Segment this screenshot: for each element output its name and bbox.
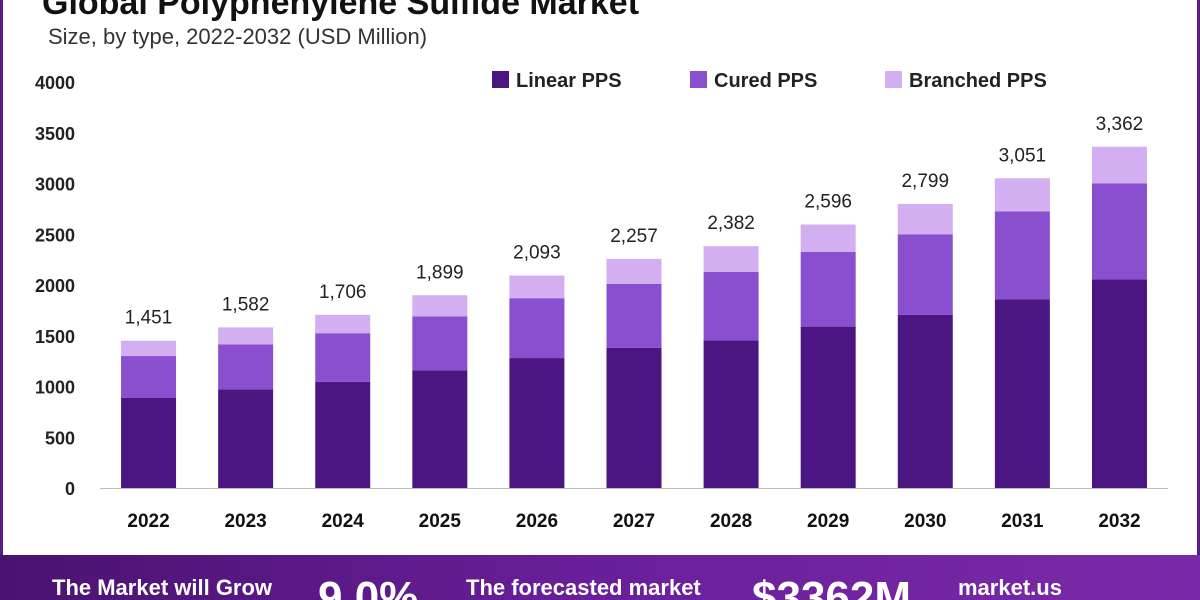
y-tick-label: 2000 [35,276,75,296]
x-tick-label: 2023 [224,511,266,532]
legend-swatch [690,71,707,88]
bar-linear-pps [897,314,953,488]
x-tick-label: 2027 [613,511,655,532]
bar-total-label: 1,706 [319,282,367,303]
stacked-bar-chart: 0 500 1000 1500 2000 2500 3000 3500 4000 1,451 202… [35,70,1168,532]
bar-linear-pps [509,358,565,488]
bar-linear-pps [412,370,468,488]
bar-linear-pps [703,340,759,488]
y-tick-label: 4000 [35,73,75,93]
bar-branched-pps [703,246,759,272]
bar-total-label: 2,799 [901,171,949,192]
bar-total-label: 2,382 [707,213,755,234]
bar-total-label: 2,257 [610,226,658,247]
bar-linear-pps [800,326,856,488]
legend-label: Linear PPS [516,70,622,92]
footer-cagr: 9.0% [318,573,419,600]
bar-branched-pps [121,340,177,357]
legend-swatch [885,71,902,88]
chart-subtitle: Size, by type, 2022-2032 (USD Million) [48,24,428,49]
bar-cured-pps [897,234,953,315]
x-tick-label: 2022 [127,511,169,532]
footer-market-value: $3362M [752,573,912,600]
x-tick-label: 2029 [807,511,849,532]
bar-branched-pps [606,258,662,284]
bar-linear-pps [606,347,662,488]
x-tick-label: 2032 [1098,511,1140,532]
bar-linear-pps [315,381,371,488]
y-tick-label: 2500 [35,225,75,245]
bar-total-label: 1,899 [416,262,464,283]
bar-total-label: 2,596 [804,192,852,213]
bar-branched-pps [509,275,565,299]
bar-cured-pps [509,298,565,359]
x-tick-label: 2026 [516,511,558,532]
chart-title: Global Polyphenylene Sulfide Market [42,0,640,22]
bar-cured-pps [315,333,371,382]
bar-branched-pps [800,224,856,253]
x-tick-label: 2024 [322,511,365,532]
y-tick-label: 3500 [35,124,75,144]
bar-cured-pps [800,252,856,327]
bar-total-label: 3,362 [1096,114,1144,135]
bar-branched-pps [1091,146,1147,184]
bar-total-label: 1,582 [222,294,270,315]
bar-branched-pps [412,295,468,317]
x-tick-label: 2031 [1001,511,1044,532]
y-tick-label: 1000 [35,378,75,398]
legend-label: Branched PPS [909,70,1047,92]
bar-total-label: 1,451 [125,308,173,329]
x-tick-label: 2030 [904,511,946,532]
bar-branched-pps [994,178,1050,212]
bar-cured-pps [606,283,662,348]
bar-total-label: 3,051 [999,145,1047,166]
bar-cured-pps [703,271,759,341]
bar-branched-pps [897,203,953,235]
y-tick-label: 0 [65,479,75,499]
bar-branched-pps [315,314,371,334]
footer-banner: The Market will Grow 9.0% The forecasted… [0,555,1200,600]
bar-cured-pps [218,344,274,390]
bar-cured-pps [412,316,468,371]
footer-brand: market.us [958,575,1062,600]
bar-total-label: 2,093 [513,243,561,264]
bar-linear-pps [121,397,177,488]
y-tick-label: 3000 [35,175,75,195]
bar-linear-pps [994,299,1050,488]
bar-linear-pps [1091,279,1147,488]
legend-label: Cured PPS [714,70,817,92]
x-tick-label: 2028 [710,511,752,532]
legend-swatch [492,71,509,88]
bar-cured-pps [994,211,1050,300]
bar-branched-pps [218,327,274,345]
bar-cured-pps [1091,183,1147,280]
y-tick-label: 1500 [35,327,75,347]
footer-forecast-text: The forecasted market [466,575,701,600]
bar-cured-pps [121,356,177,398]
x-tick-label: 2025 [419,511,462,532]
bar-linear-pps [218,389,274,488]
footer-grow-text: The Market will Grow [52,575,273,600]
y-tick-label: 500 [45,428,75,448]
